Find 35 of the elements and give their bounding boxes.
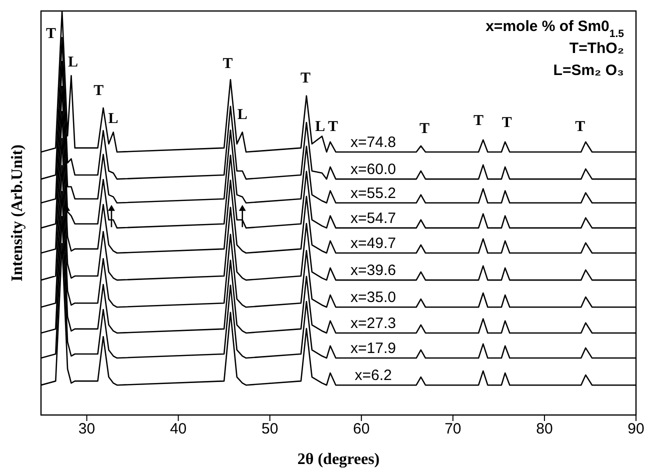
x-tick-label: 80 xyxy=(536,420,553,438)
x-tick-label: 90 xyxy=(628,420,644,438)
x-tick-label: 40 xyxy=(170,420,187,438)
annotation: T xyxy=(502,116,512,132)
annotation: T xyxy=(575,120,586,136)
x-tick-label: 70 xyxy=(444,420,462,438)
annotation: L xyxy=(237,107,248,124)
x-tick-label: 50 xyxy=(262,420,278,438)
annotation: L xyxy=(315,120,326,136)
series-label: x=60.0 xyxy=(350,161,396,178)
annotation: T xyxy=(420,122,430,138)
series-label: x=39.6 xyxy=(350,262,396,280)
annotation: x=mole % of Sm0$_{1.5}$ xyxy=(486,18,624,40)
annotation: T xyxy=(222,56,233,73)
annotation: T=ThO₂ xyxy=(569,40,624,57)
series-label: x=6.2 xyxy=(354,367,392,384)
series-label: x=17.9 xyxy=(350,340,396,358)
annotation: T xyxy=(46,26,56,43)
series-label: x=54.7 xyxy=(350,210,396,227)
x-axis-title: 2θ (degrees) xyxy=(297,451,380,468)
y-axis-title: Intensity (Arb.Unit) xyxy=(9,144,26,282)
series-label: x=74.8 xyxy=(350,134,396,151)
series-label: x=49.7 xyxy=(350,234,396,252)
annotation: T xyxy=(94,83,104,100)
annotation: T xyxy=(328,120,338,136)
annotation: T xyxy=(300,71,311,88)
series-label: x=35.0 xyxy=(350,289,396,306)
series-label: x=27.3 xyxy=(350,314,396,332)
annotation: L=Sm₂ O₃ xyxy=(553,62,624,79)
annotation: L xyxy=(108,112,118,128)
series-label: x=55.2 xyxy=(350,184,396,202)
x-tick-label: 60 xyxy=(353,420,370,438)
annotation: L xyxy=(68,54,78,71)
x-tick-label: 30 xyxy=(78,420,96,438)
annotation: T xyxy=(474,114,484,130)
